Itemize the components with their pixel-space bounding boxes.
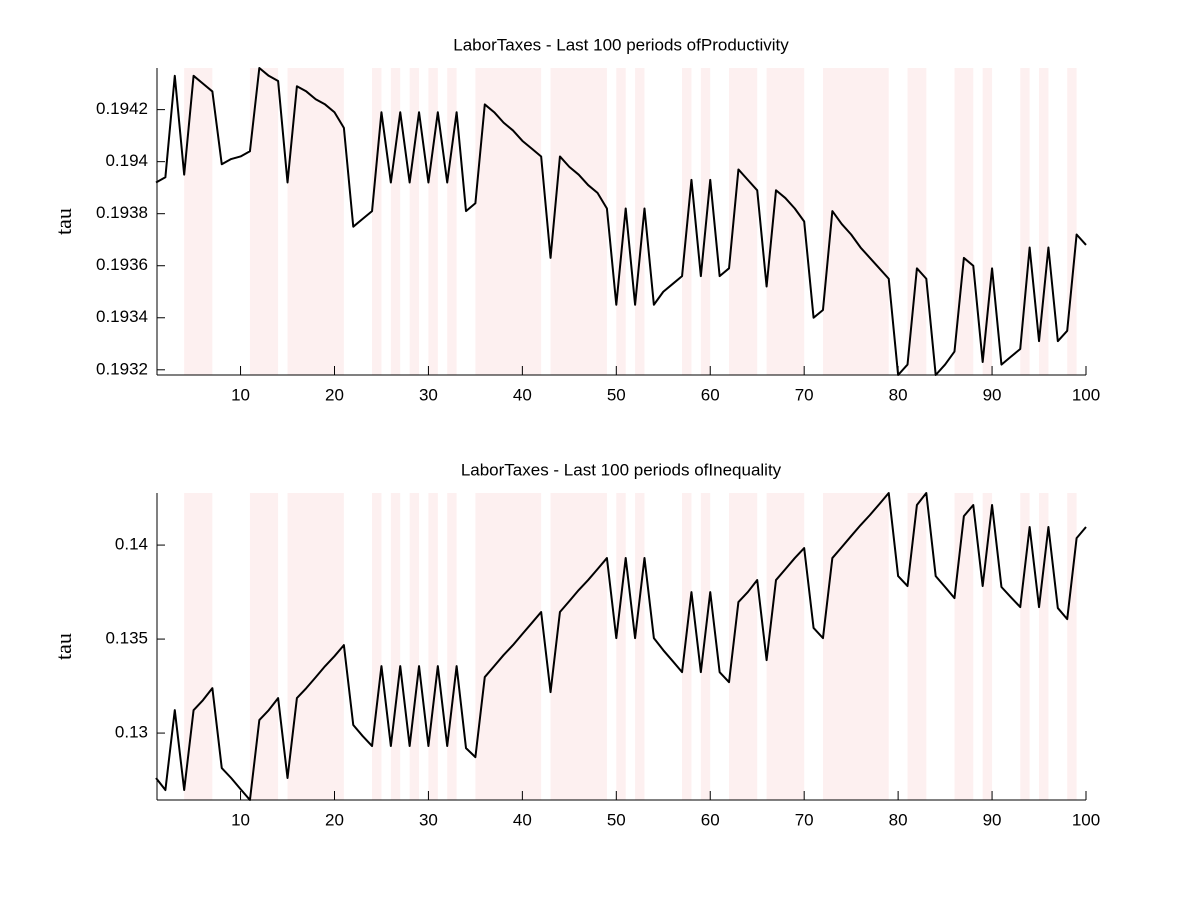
subplot-title: LaborTaxes - Last 100 periods ofProducti… — [453, 35, 789, 54]
x-tick-label: 90 — [983, 385, 1002, 404]
x-tick-label: 70 — [795, 385, 814, 404]
y-tick-label: 0.135 — [105, 629, 148, 648]
shaded-period — [447, 68, 457, 375]
shaded-period — [372, 68, 382, 375]
y-tick-label: 0.1938 — [96, 203, 148, 222]
shaded-period — [1039, 493, 1049, 800]
x-tick-label: 40 — [513, 385, 532, 404]
y-tick-label: 0.13 — [115, 723, 148, 742]
shaded-period — [287, 68, 344, 375]
y-axis-label: tau — [51, 633, 76, 660]
x-tick-label: 100 — [1072, 385, 1100, 404]
shaded-period — [428, 493, 438, 800]
data-line — [155, 492, 1087, 801]
shaded-period — [409, 68, 420, 375]
shaded-period — [822, 493, 889, 800]
shaded-period — [616, 68, 626, 375]
subplot: 0.13 0.135 0.14 10 20 30 40 50 60 70 80 90 100 LaborT… — [51, 460, 1100, 829]
x-tick-label: 100 — [1072, 810, 1100, 829]
x-tick-label: 10 — [231, 810, 250, 829]
x-tick-label: 90 — [983, 810, 1002, 829]
y-tick-label: 0.1934 — [96, 307, 148, 326]
subplot-title: LaborTaxes - Last 100 periods ofInequali… — [461, 460, 782, 479]
x-tick-label: 20 — [325, 385, 344, 404]
shaded-period — [475, 493, 542, 800]
shaded-period — [550, 493, 607, 800]
shaded-period — [635, 68, 645, 375]
shaded-period — [682, 493, 692, 800]
shaded-period — [1020, 68, 1030, 375]
shaded-period — [372, 493, 382, 800]
shaded-period — [390, 68, 401, 375]
shaded-period — [954, 493, 974, 800]
shaded-period — [1067, 68, 1077, 375]
y-tick-label: 0.1942 — [96, 99, 148, 118]
x-tick-label: 10 — [231, 385, 250, 404]
x-tick-label: 50 — [607, 810, 626, 829]
y-tick-label: 0.1936 — [96, 255, 148, 274]
x-tick-label: 50 — [607, 385, 626, 404]
y-axis-label: tau — [51, 208, 76, 235]
shaded-period — [184, 68, 213, 375]
shaded-period — [1039, 68, 1049, 375]
x-tick-label: 20 — [325, 810, 344, 829]
data-line — [155, 67, 1087, 376]
shaded-period — [475, 68, 542, 375]
shaded-period — [287, 493, 344, 800]
shaded-period — [822, 68, 889, 375]
shaded-period — [700, 493, 711, 800]
shaded-period — [447, 493, 457, 800]
y-tick-label: 0.194 — [105, 151, 148, 170]
x-tick-label: 70 — [795, 810, 814, 829]
shaded-period — [766, 493, 805, 800]
shaded-period — [907, 493, 927, 800]
y-tick-label: 0.1932 — [96, 359, 148, 378]
x-tick-label: 40 — [513, 810, 532, 829]
shaded-period — [907, 68, 927, 375]
shaded-period — [616, 493, 626, 800]
x-tick-label: 60 — [701, 385, 720, 404]
shaded-period — [982, 68, 993, 375]
shaded-period — [249, 493, 279, 800]
shaded-period — [1020, 493, 1030, 800]
x-tick-label: 80 — [889, 385, 908, 404]
shaded-period — [409, 493, 420, 800]
x-tick-label: 30 — [419, 385, 438, 404]
x-tick-label: 60 — [701, 810, 720, 829]
shaded-period — [428, 68, 438, 375]
x-tick-label: 80 — [889, 810, 908, 829]
shaded-period — [550, 68, 607, 375]
shaded-period — [635, 493, 645, 800]
y-tick-label: 0.14 — [115, 535, 148, 554]
shaded-period — [1067, 493, 1077, 800]
shaded-period — [249, 68, 279, 375]
shaded-period — [982, 493, 993, 800]
subplot: 0.1932 0.1934 0.1936 0.1938 0.194 0.1942 10 20 3… — [51, 35, 1100, 404]
x-tick-label: 30 — [419, 810, 438, 829]
shaded-period — [390, 493, 401, 800]
